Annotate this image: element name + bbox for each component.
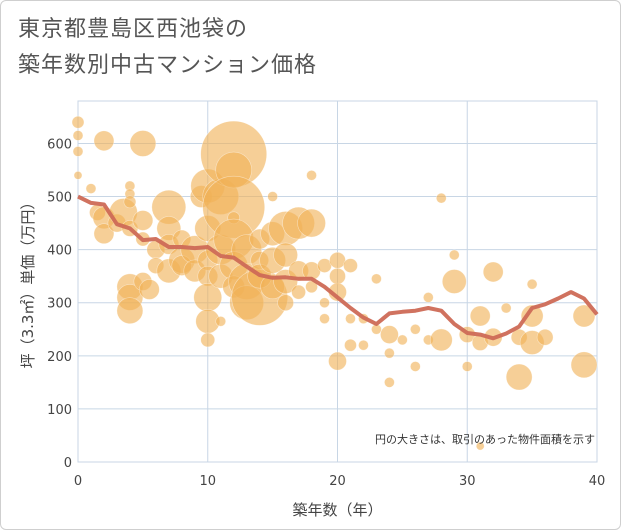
data-bubble (200, 332, 216, 348)
data-bubble (441, 269, 467, 294)
data-bubble (132, 210, 154, 231)
x-tick-label: 40 (589, 474, 606, 489)
x-tick-label: 10 (199, 474, 216, 489)
data-bubble (482, 261, 504, 283)
data-bubble (277, 294, 294, 312)
y-tick-label: 100 (47, 403, 72, 418)
chart-title-line1: 東京都豊島区西池袋の (18, 17, 249, 42)
size-note: 円の大きさは、取引のあった物件面積を示す (375, 432, 595, 446)
x-tick-label: 0 (74, 474, 82, 489)
data-bubble (520, 304, 544, 328)
data-bubble (475, 441, 485, 451)
chart-title-line2: 築年数別中古マンション価格 (18, 53, 318, 78)
data-bubble (448, 249, 460, 261)
data-bubble (397, 334, 408, 346)
data-bubble (505, 363, 533, 391)
data-bubble (319, 297, 330, 309)
y-tick-label: 500 (47, 191, 72, 206)
data-bubble (93, 223, 115, 245)
y-tick-label: 0 (64, 456, 72, 471)
data-bubble (267, 191, 278, 202)
data-bubble (116, 297, 144, 324)
y-tick-label: 400 (47, 244, 72, 259)
data-bubble (384, 377, 395, 388)
data-bubble (123, 195, 137, 209)
grid-lines (77, 101, 598, 463)
trend-line (77, 194, 599, 341)
data-bubble (306, 170, 317, 181)
y-axis-label: 坪（3.3㎡）単価（万円） (19, 195, 37, 369)
data-bubble (72, 130, 84, 141)
data-bubble (410, 323, 421, 335)
data-bubble (291, 284, 306, 300)
y-tick-label: 600 (47, 137, 72, 152)
data-bubble (129, 130, 157, 157)
y-tick-label: 200 (47, 350, 72, 365)
data-bubble (297, 208, 326, 238)
data-bubble (72, 146, 84, 157)
data-bubble (215, 316, 227, 327)
data-bubble (500, 302, 512, 314)
data-bubble (93, 130, 115, 152)
data-bubble (371, 273, 382, 285)
data-bubble (328, 351, 347, 371)
data-bubble (572, 304, 596, 328)
data-bubble (85, 183, 97, 194)
chart-title: 東京都豊島区西池袋の 築年数別中古マンション価格 (18, 12, 317, 84)
x-tick-label: 20 (329, 474, 346, 489)
data-bubble (139, 279, 160, 300)
data-bubble (358, 339, 369, 351)
data-bubble (410, 361, 421, 372)
x-tick-label: 30 (459, 474, 476, 489)
data-bubble (461, 361, 473, 372)
data-bubble (526, 278, 538, 290)
data-bubble (71, 115, 85, 129)
data-bubble (344, 338, 357, 352)
data-bubble (423, 292, 434, 303)
data-bubble (319, 313, 330, 324)
data-bubble (329, 267, 346, 285)
data-bubble (429, 328, 453, 352)
data-bubble (570, 351, 598, 379)
data-bubble (536, 328, 554, 346)
data-bubble (329, 251, 346, 269)
data-bubble (345, 313, 356, 324)
y-tick-label: 300 (47, 297, 72, 312)
data-bubble (384, 347, 395, 359)
data-bubble (73, 171, 83, 180)
data-bubble (435, 192, 447, 204)
data-bubble (343, 258, 358, 273)
data-bubble (380, 325, 399, 344)
data-bubble (469, 305, 491, 327)
x-axis-label: 築年数（年） (292, 501, 382, 519)
bubble-layer (71, 115, 598, 451)
data-bubble (273, 242, 298, 268)
